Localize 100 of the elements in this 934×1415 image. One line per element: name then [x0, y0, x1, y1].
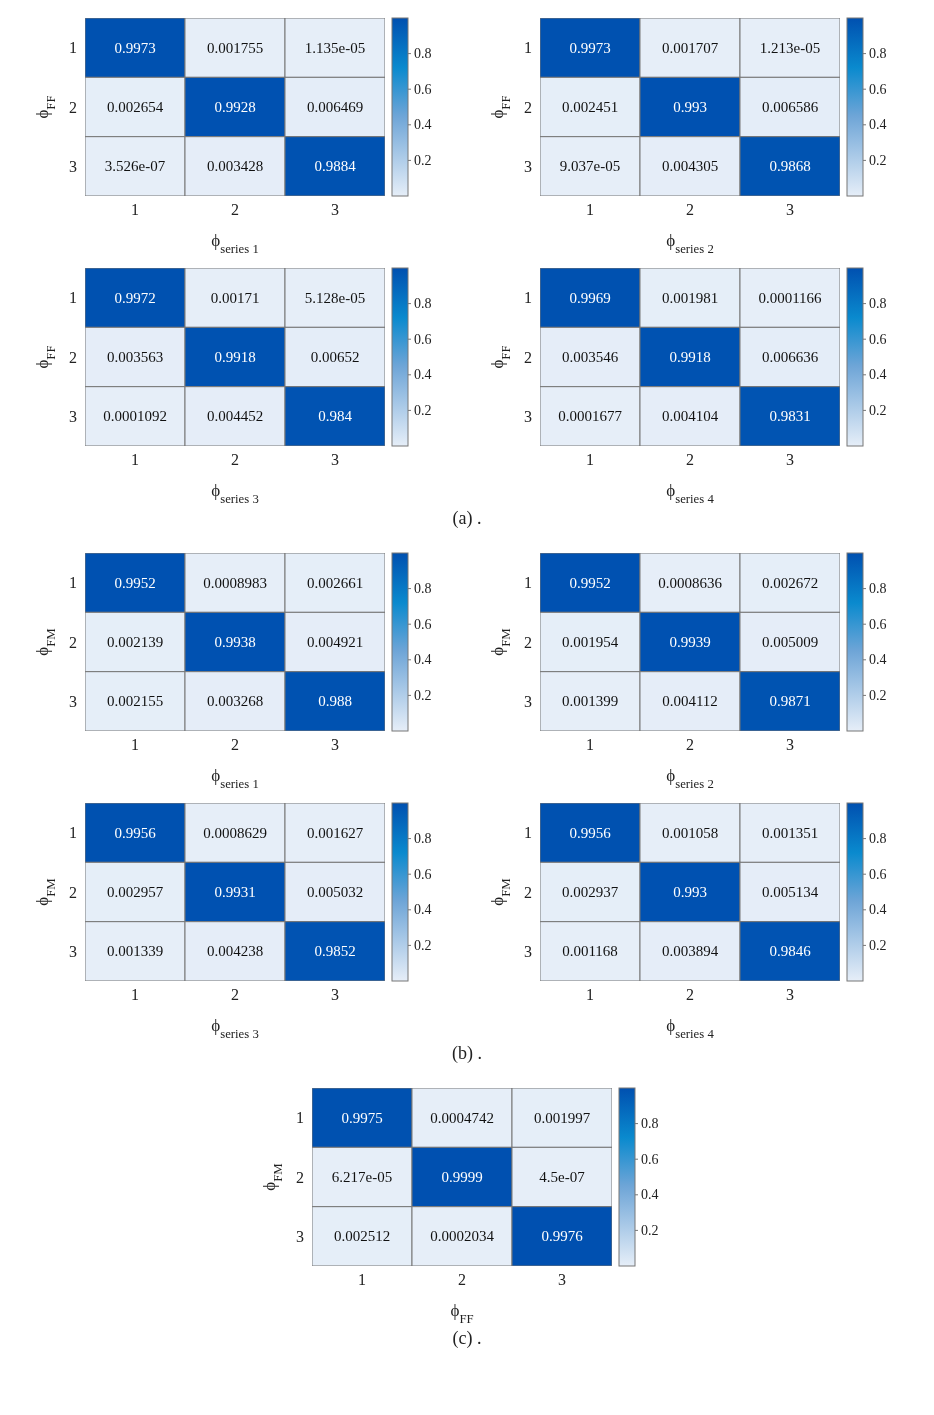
color-bar-label: 0.4	[413, 117, 431, 133]
x-tick-label: 1	[130, 201, 139, 219]
x-tick-label: 3	[785, 201, 794, 219]
x-axis-title: ϕ$_{series 3}$	[210, 481, 259, 506]
x-tick-label: 2	[685, 201, 694, 219]
data-label: 9.037e-05	[559, 158, 620, 175]
x-tick-label: 3	[785, 986, 794, 1004]
data-label: 0.003268	[206, 693, 263, 710]
y-tick-label: 3	[68, 943, 77, 961]
y-tick-label: 3	[68, 693, 77, 711]
y-tick-label: 2	[68, 98, 77, 116]
data-label: 0.0008629	[202, 824, 267, 841]
color-bar-label: 0.2	[413, 937, 431, 953]
data-label: 0.001351	[761, 824, 818, 841]
data-label: 0.9999	[441, 1169, 483, 1185]
color-bar-label: 0.2	[641, 1222, 659, 1238]
x-tick-label: 1	[585, 451, 594, 469]
color-bar-label: 0.8	[868, 46, 886, 62]
data-label: 0.9973	[568, 39, 611, 56]
x-tick-label: 2	[230, 736, 239, 754]
y-tick-label: 2	[523, 883, 532, 901]
data-label: 0.003428	[206, 158, 263, 175]
data-label: 0.006636	[761, 349, 819, 365]
color-bar-label: 0.4	[868, 652, 886, 668]
data-label: 0.9952	[568, 574, 611, 591]
x-tick-label: 1	[130, 451, 139, 469]
data-label: 3.526e-07	[104, 158, 166, 175]
color-bar-label: 0.4	[641, 1187, 659, 1203]
color-bar-label: 0.8	[413, 831, 431, 847]
y-tick-label: 2	[523, 98, 532, 116]
y-tick-label: 2	[523, 348, 532, 366]
color-bar-label: 0.8	[868, 581, 886, 597]
x-tick-label: 2	[685, 736, 694, 754]
data-label: 0.001981	[661, 289, 718, 306]
color-bar-label: 0.2	[413, 687, 431, 703]
color-bar-label: 0.8	[413, 296, 431, 312]
color-bar-label: 0.8	[868, 831, 886, 847]
data-label: 0.001707	[661, 39, 719, 56]
color-bar-label: 0.6	[868, 81, 886, 97]
data-label: 0.9884	[313, 158, 356, 175]
color-bar-label: 0.6	[868, 866, 886, 882]
color-bar-label: 0.2	[868, 687, 886, 703]
data-label: 0.001168	[561, 943, 618, 960]
data-label: 0.9918	[213, 349, 256, 365]
color-bar-label: 0.6	[413, 331, 431, 347]
y-tick-label: 1	[523, 39, 532, 57]
x-tick-label: 2	[685, 451, 694, 469]
x-tick-label: 1	[130, 736, 139, 754]
data-label: 0.004112	[661, 693, 718, 710]
data-label: 0.002661	[306, 574, 363, 591]
y-tick-label: 2	[68, 883, 77, 901]
data-label: 0.988	[317, 693, 352, 710]
color-bar-label: 0.6	[641, 1151, 659, 1167]
x-axis-title: ϕ$_{series 4}$	[665, 481, 714, 506]
data-label: 0.9969	[568, 289, 611, 306]
y-tick-label: 2	[296, 1168, 304, 1186]
y-tick-label: 1	[523, 574, 532, 592]
color-bar-label: 0.6	[868, 331, 886, 347]
x-axis-title: ϕ$_{series 2}$	[665, 766, 714, 791]
data-label: 0.9976	[541, 1228, 584, 1245]
y-tick-label: 3	[523, 408, 532, 426]
text: (b) .	[451, 1043, 483, 1064]
text: (a) .	[451, 508, 483, 529]
x-tick-label: 1	[585, 201, 594, 219]
x-tick-label: 1	[585, 986, 594, 1004]
x-tick-label: 2	[685, 986, 694, 1004]
data-label: 0.002937	[561, 884, 619, 900]
data-label: 0.002512	[333, 1228, 391, 1245]
color-bar-label: 0.4	[868, 117, 886, 133]
y-tick-label: 2	[68, 633, 77, 651]
color-bar-label: 0.4	[413, 652, 431, 668]
data-label: 0.004921	[306, 634, 363, 650]
y-tick-label: 1	[68, 39, 77, 57]
x-tick-label: 3	[330, 736, 339, 754]
x-tick-label: 2	[458, 1271, 466, 1289]
data-label: 0.005134	[761, 884, 819, 900]
color-bar-label: 0.6	[868, 616, 886, 632]
data-label: 0.001997	[533, 1109, 591, 1126]
data-label: 0.002672	[761, 574, 818, 591]
color-bar-label: 0.8	[413, 46, 431, 62]
data-label: 0.001339	[106, 943, 163, 960]
text: (c) .	[451, 1328, 483, 1349]
data-label: 0.993	[672, 99, 707, 115]
data-label: 0.002139	[106, 634, 163, 650]
x-axis-title: ϕ$_{series 3}$	[210, 1016, 259, 1041]
data-label: 5.128e-05	[304, 289, 365, 306]
data-label: 4.5e-07	[539, 1169, 586, 1185]
data-label: 0.9868	[768, 158, 811, 175]
data-label: 0.0001166	[757, 289, 822, 306]
color-bar-label: 0.4	[868, 367, 886, 383]
data-label: 0.001399	[561, 693, 618, 710]
y-tick-label: 3	[296, 1228, 304, 1246]
data-label: 0.001755	[206, 39, 263, 56]
y-tick-label: 3	[68, 408, 77, 426]
data-label: 0.001954	[561, 634, 619, 650]
data-label: 0.0002034	[430, 1228, 495, 1245]
color-bar-label: 0.6	[413, 81, 431, 97]
data-label: 0.005009	[761, 634, 818, 650]
data-label: 0.005032	[306, 884, 363, 900]
color-bar-label: 0.6	[413, 866, 431, 882]
